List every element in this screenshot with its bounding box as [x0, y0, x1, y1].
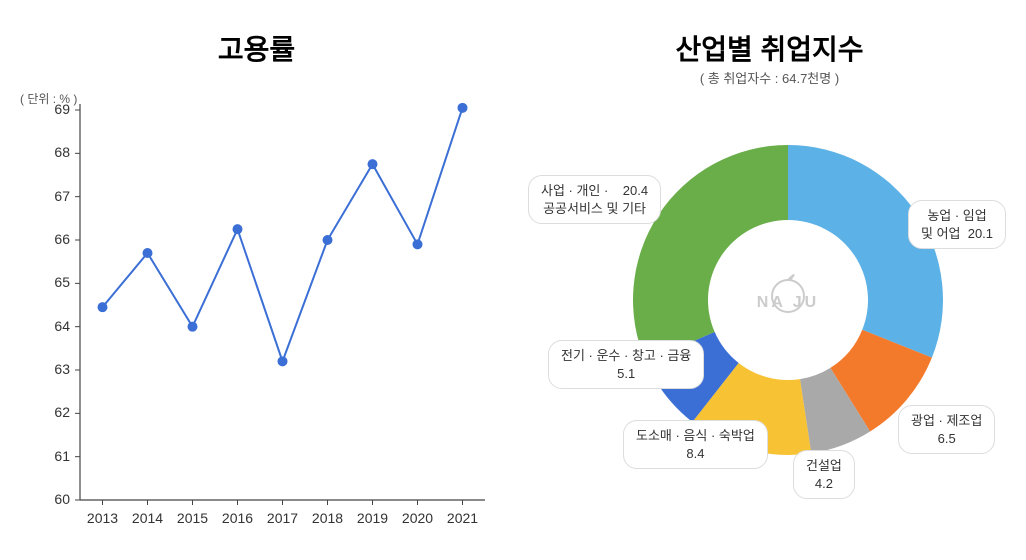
line-xtick: 2018 [303, 510, 353, 526]
donut-slice-label: 전기 · 운수 · 창고 · 금융5.1 [548, 340, 704, 389]
donut-svg [513, 0, 1026, 560]
line-ytick: 63 [40, 361, 70, 377]
donut-slice-label: 사업 · 개인 · 20.4공공서비스 및 기타 [528, 175, 661, 224]
line-ytick: 60 [40, 491, 70, 507]
industry-donut-panel: 산업별 취업지수 ( 총 취업자수 : 64.7천명 ) NA JU 농업 · … [513, 0, 1026, 560]
line-ytick: 66 [40, 231, 70, 247]
line-xtick: 2014 [123, 510, 173, 526]
line-xtick: 2017 [258, 510, 308, 526]
donut-slice [788, 145, 943, 358]
line-xtick: 2015 [168, 510, 218, 526]
line-ytick: 62 [40, 404, 70, 420]
employment-rate-panel: 고용률 ( 단위 : % ) 60616263646566676869 2013… [0, 0, 513, 560]
line-xtick: 2016 [213, 510, 263, 526]
donut-slice-label: 광업 · 제조업6.5 [898, 405, 995, 454]
line-ytick: 65 [40, 274, 70, 290]
donut-center-logo: NA JU [733, 294, 843, 312]
line-xtick: 2020 [393, 510, 443, 526]
line-ytick: 67 [40, 188, 70, 204]
donut-slice-label: 도소매 · 음식 · 숙박업8.4 [623, 420, 768, 469]
line-ytick: 68 [40, 144, 70, 160]
donut-slice-label: 농업 · 임업및 어업 20.1 [908, 200, 1006, 249]
line-xtick: 2021 [438, 510, 488, 526]
line-ytick: 69 [40, 101, 70, 117]
line-xtick: 2013 [78, 510, 128, 526]
line-ytick: 61 [40, 448, 70, 464]
line-chart-svg [0, 0, 513, 560]
donut-slice-label: 건설업4.2 [793, 450, 855, 499]
line-ytick: 64 [40, 318, 70, 334]
line-xtick: 2019 [348, 510, 398, 526]
